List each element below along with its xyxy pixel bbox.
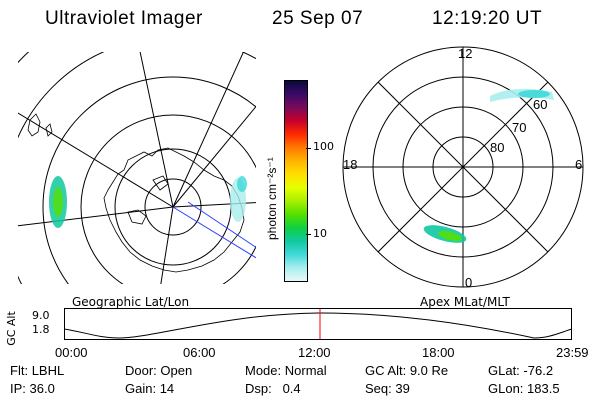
mlt-label-left: 18 [343,157,358,172]
strip-xtick: 18:00 [422,345,455,360]
status-glat: GLat: -76.2 [488,363,554,378]
status-flt: Flt: LBHL [10,363,65,378]
meridian [172,52,245,208]
altitude-strip [64,308,572,340]
orbit-track [172,206,256,259]
altitude-curve [64,312,572,339]
colorbar-gradient [285,81,307,281]
strip-ytick: 9.0 [32,309,50,322]
status-glon: GLon: 183.5 [488,381,560,396]
colorbar-tick-label: 100 [313,140,334,153]
coastline [152,175,169,191]
lat-circle [42,76,256,284]
instrument-title: Ultraviolet Imager [45,8,203,29]
mlt-label-right: 6 [575,157,583,172]
lat-circle [144,178,202,236]
meridian [18,206,174,227]
lat-circle [80,114,256,284]
meridian [18,112,174,208]
aurora-patch [53,187,63,217]
coastline [127,209,147,225]
meridian [139,52,174,208]
strip-xtick: 23:59 [556,345,589,360]
status-ip: IP: 36.0 [10,381,55,396]
status-door: Door: Open [125,363,193,378]
status-mode: Mode: Normal [245,363,327,378]
coastline [103,147,245,273]
status-dsp: Dsp: 0.4 [245,381,301,396]
colorbar-tick [306,148,311,149]
colorbar [284,80,308,282]
strip-xtick: 06:00 [183,345,216,360]
mlt-label-bottom: 0 [465,275,473,290]
colorbar-tick [306,234,311,235]
mlat-mlt-map [342,46,584,288]
mlat-label: 80 [490,140,505,155]
coastline [45,123,53,137]
status-seq: Seq: 39 [365,381,410,396]
aurora-patch [438,231,462,241]
strip-xtick: 00:00 [55,345,88,360]
geographic-label: Geographic Lat/Lon [72,295,190,309]
mlt-label-top: 12 [458,46,473,61]
date-label: 25 Sep 07 [272,8,364,29]
lat-circle [18,52,256,284]
strip-ylabel: GC Alt [4,311,18,346]
time-label: 12:19:20 UT [432,8,543,29]
apex-label: Apex MLat/MLT [420,295,510,309]
mlat-label: 60 [533,97,548,112]
mlat-label: 70 [512,120,527,135]
status-gcalt: GC Alt: 9.0 Re [365,363,449,378]
lat-circle [18,52,30,64]
geographic-map [18,52,256,284]
strip-xtick: 12:00 [298,345,331,360]
colorbar-unit-label: photon cm⁻²s⁻¹ [265,157,279,240]
strip-ytick: 1.8 [32,323,50,336]
meridian [160,206,174,284]
meridian [172,105,256,208]
status-gain: Gain: 14 [125,381,175,396]
aurora-patch [237,176,247,192]
coastline [27,113,41,137]
meridian [172,202,256,208]
orbit-track [187,201,256,248]
colorbar-tick-label: 10 [313,227,327,240]
aurora-patch [518,90,550,98]
